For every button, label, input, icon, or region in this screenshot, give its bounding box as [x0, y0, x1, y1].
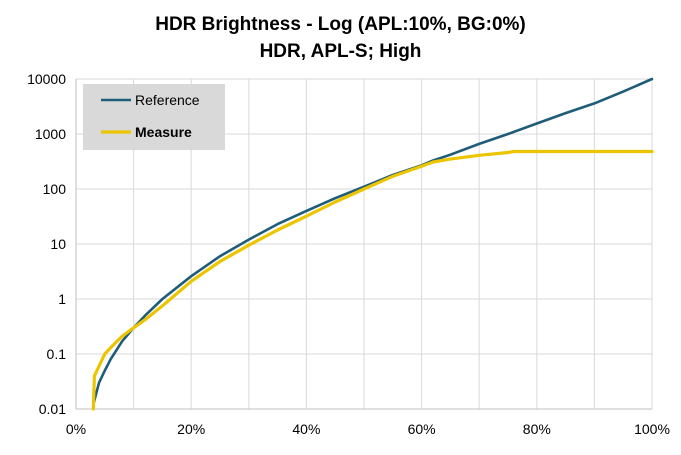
y-tick-label: 10000 [27, 71, 66, 87]
y-tick-label: 0.01 [39, 401, 66, 417]
y-tick-label: 100 [43, 181, 67, 197]
legend-box [83, 84, 225, 150]
legend: Reference Measure [83, 84, 225, 150]
x-tick-label: 40% [292, 421, 320, 437]
y-tick-label: 0.1 [47, 346, 67, 362]
chart-title: HDR Brightness - Log (APL:10%, BG:0%) [155, 14, 526, 35]
series-line-measure [91, 149, 654, 411]
chart-subtitle: HDR, APL-S; High [259, 41, 422, 62]
y-tick-label: 1 [58, 291, 66, 307]
x-tick-label: 20% [177, 421, 205, 437]
x-tick-label: 80% [523, 421, 551, 437]
y-tick-label: 10 [50, 236, 66, 252]
series-line-reference [92, 77, 654, 406]
y-tick-label: 1000 [35, 126, 66, 142]
x-tick-label: 60% [408, 421, 436, 437]
legend-label-measure: Measure [135, 124, 192, 140]
x-tick-label: 0% [66, 421, 86, 437]
legend-label-reference: Reference [135, 92, 200, 108]
x-tick-label: 100% [634, 421, 670, 437]
